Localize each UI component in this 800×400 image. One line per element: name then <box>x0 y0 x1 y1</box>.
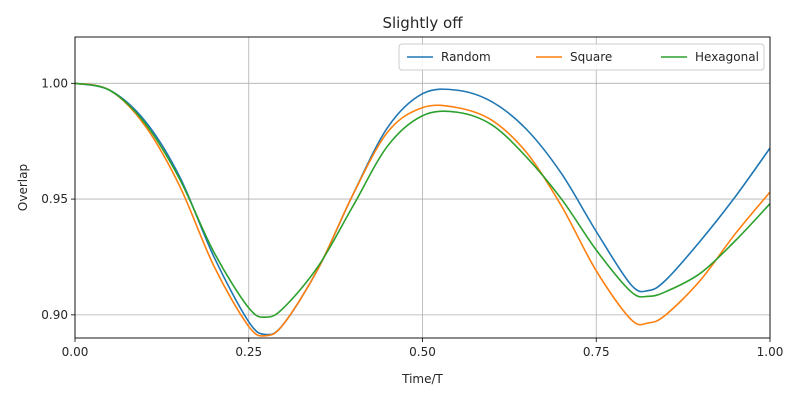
series-line-hexagonal <box>75 82 770 319</box>
plot-area <box>75 82 770 337</box>
x-axis-title: Time/T <box>401 372 443 386</box>
x-tick-label: 0.25 <box>235 345 262 359</box>
x-tick-label: 0.75 <box>583 345 610 359</box>
axis-ticks: 0.00 0.25 0.50 0.75 1.00 0.90 0.95 1.00 <box>41 76 783 359</box>
x-tick-label: 0.00 <box>62 345 89 359</box>
legend-label-square: Square <box>570 50 612 64</box>
legend: Random Square Hexagonal <box>398 43 765 71</box>
legend-label-random: Random <box>441 50 491 64</box>
x-tick-label: 1.00 <box>757 345 784 359</box>
series-line-square <box>75 82 770 337</box>
chart-title: Slightly off <box>382 14 463 32</box>
y-tick-label: 0.90 <box>41 308 68 322</box>
y-tick-label: 1.00 <box>41 76 68 90</box>
y-axis-title: Overlap <box>16 164 30 211</box>
x-tick-label: 0.50 <box>409 345 436 359</box>
y-tick-label: 0.95 <box>41 192 68 206</box>
legend-label-hexagonal: Hexagonal <box>695 50 759 64</box>
legend-box <box>398 43 765 71</box>
grid-lines <box>74 37 771 338</box>
